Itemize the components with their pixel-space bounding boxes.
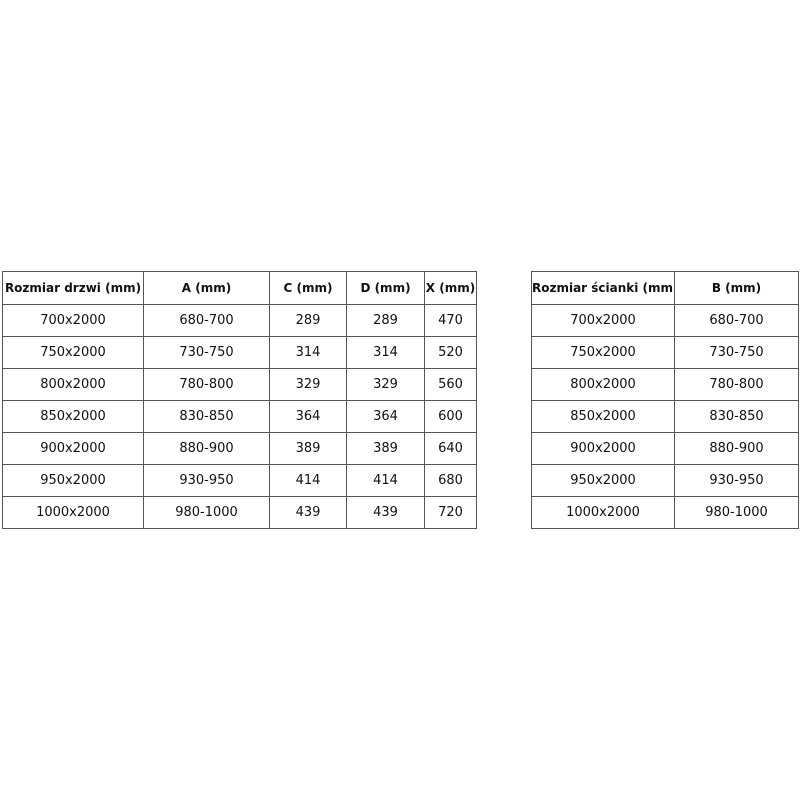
table-cell: 750x2000 — [531, 336, 675, 369]
table-cell: 730-750 — [674, 336, 799, 369]
table-cell: 680-700 — [674, 304, 799, 337]
table-cell: 470 — [424, 304, 477, 337]
table-cell: 600 — [424, 400, 477, 433]
table-cell: 329 — [346, 368, 425, 401]
table-cell: 414 — [269, 464, 347, 497]
table-cell: 1000x2000 — [531, 496, 675, 529]
table-row: 800x2000 780-800 — [531, 368, 799, 401]
table-cell: 289 — [269, 304, 347, 337]
table-row: 700x2000 680-700 289 289 470 — [2, 304, 477, 337]
table-cell: 289 — [346, 304, 425, 337]
table-cell: 389 — [346, 432, 425, 465]
table-cell: 640 — [424, 432, 477, 465]
table-row: 700x2000 680-700 — [531, 304, 799, 337]
table-cell: 950x2000 — [531, 464, 675, 497]
table-cell: 930-950 — [143, 464, 270, 497]
table-cell: 730-750 — [143, 336, 270, 369]
table-cell: 830-850 — [674, 400, 799, 433]
table-cell: 389 — [269, 432, 347, 465]
table-row: 1000x2000 980-1000 — [531, 496, 799, 529]
table-cell: 700x2000 — [531, 304, 675, 337]
table-row: 850x2000 830-850 — [531, 400, 799, 433]
table-cell: 720 — [424, 496, 477, 529]
table-cell: 520 — [424, 336, 477, 369]
table-cell: 439 — [346, 496, 425, 529]
table-cell: 800x2000 — [2, 368, 144, 401]
header-cell: X (mm) — [424, 271, 477, 305]
header-cell: D (mm) — [346, 271, 425, 305]
table-cell: 930-950 — [674, 464, 799, 497]
table-cell: 560 — [424, 368, 477, 401]
header-cell: C (mm) — [269, 271, 347, 305]
table-row: 1000x2000 980-1000 439 439 720 — [2, 496, 477, 529]
table-row: 750x2000 730-750 — [531, 336, 799, 369]
table-cell: 314 — [269, 336, 347, 369]
header-row: Rozmiar ścianki (mm) B (mm) — [531, 271, 799, 305]
table-cell: 439 — [269, 496, 347, 529]
table-row: 850x2000 830-850 364 364 600 — [2, 400, 477, 433]
wall-size-table: Rozmiar ścianki (mm) B (mm) 700x2000 680-70… — [531, 271, 799, 529]
header-cell: Rozmiar drzwi (mm) — [2, 271, 144, 305]
table-cell: 750x2000 — [2, 336, 144, 369]
header-cell: B (mm) — [674, 271, 799, 305]
table-cell: 980-1000 — [143, 496, 270, 529]
table-cell: 780-800 — [674, 368, 799, 401]
header-row: Rozmiar drzwi (mm) A (mm) C (mm) D (mm) X (m… — [2, 271, 477, 305]
table-cell: 880-900 — [143, 432, 270, 465]
table-cell: 414 — [346, 464, 425, 497]
table-row: 800x2000 780-800 329 329 560 — [2, 368, 477, 401]
table-cell: 680 — [424, 464, 477, 497]
header-cell: A (mm) — [143, 271, 270, 305]
table-row: 900x2000 880-900 389 389 640 — [2, 432, 477, 465]
door-size-table: Rozmiar drzwi (mm) A (mm) C (mm) D (mm) X (m… — [2, 271, 477, 529]
table-cell: 950x2000 — [2, 464, 144, 497]
table-cell: 364 — [346, 400, 425, 433]
table-cell: 700x2000 — [2, 304, 144, 337]
table-cell: 329 — [269, 368, 347, 401]
table-cell: 1000x2000 — [2, 496, 144, 529]
table-cell: 880-900 — [674, 432, 799, 465]
table-cell: 800x2000 — [531, 368, 675, 401]
header-cell: Rozmiar ścianki (mm) — [531, 271, 675, 305]
table-row: 950x2000 930-950 414 414 680 — [2, 464, 477, 497]
table-row: 750x2000 730-750 314 314 520 — [2, 336, 477, 369]
table-cell: 850x2000 — [2, 400, 144, 433]
table-row: 900x2000 880-900 — [531, 432, 799, 465]
table-cell: 830-850 — [143, 400, 270, 433]
table-cell: 900x2000 — [531, 432, 675, 465]
table-row: 950x2000 930-950 — [531, 464, 799, 497]
table-cell: 850x2000 — [531, 400, 675, 433]
table-cell: 980-1000 — [674, 496, 799, 529]
table-cell: 680-700 — [143, 304, 270, 337]
table-cell: 900x2000 — [2, 432, 144, 465]
table-cell: 364 — [269, 400, 347, 433]
table-cell: 780-800 — [143, 368, 270, 401]
table-cell: 314 — [346, 336, 425, 369]
